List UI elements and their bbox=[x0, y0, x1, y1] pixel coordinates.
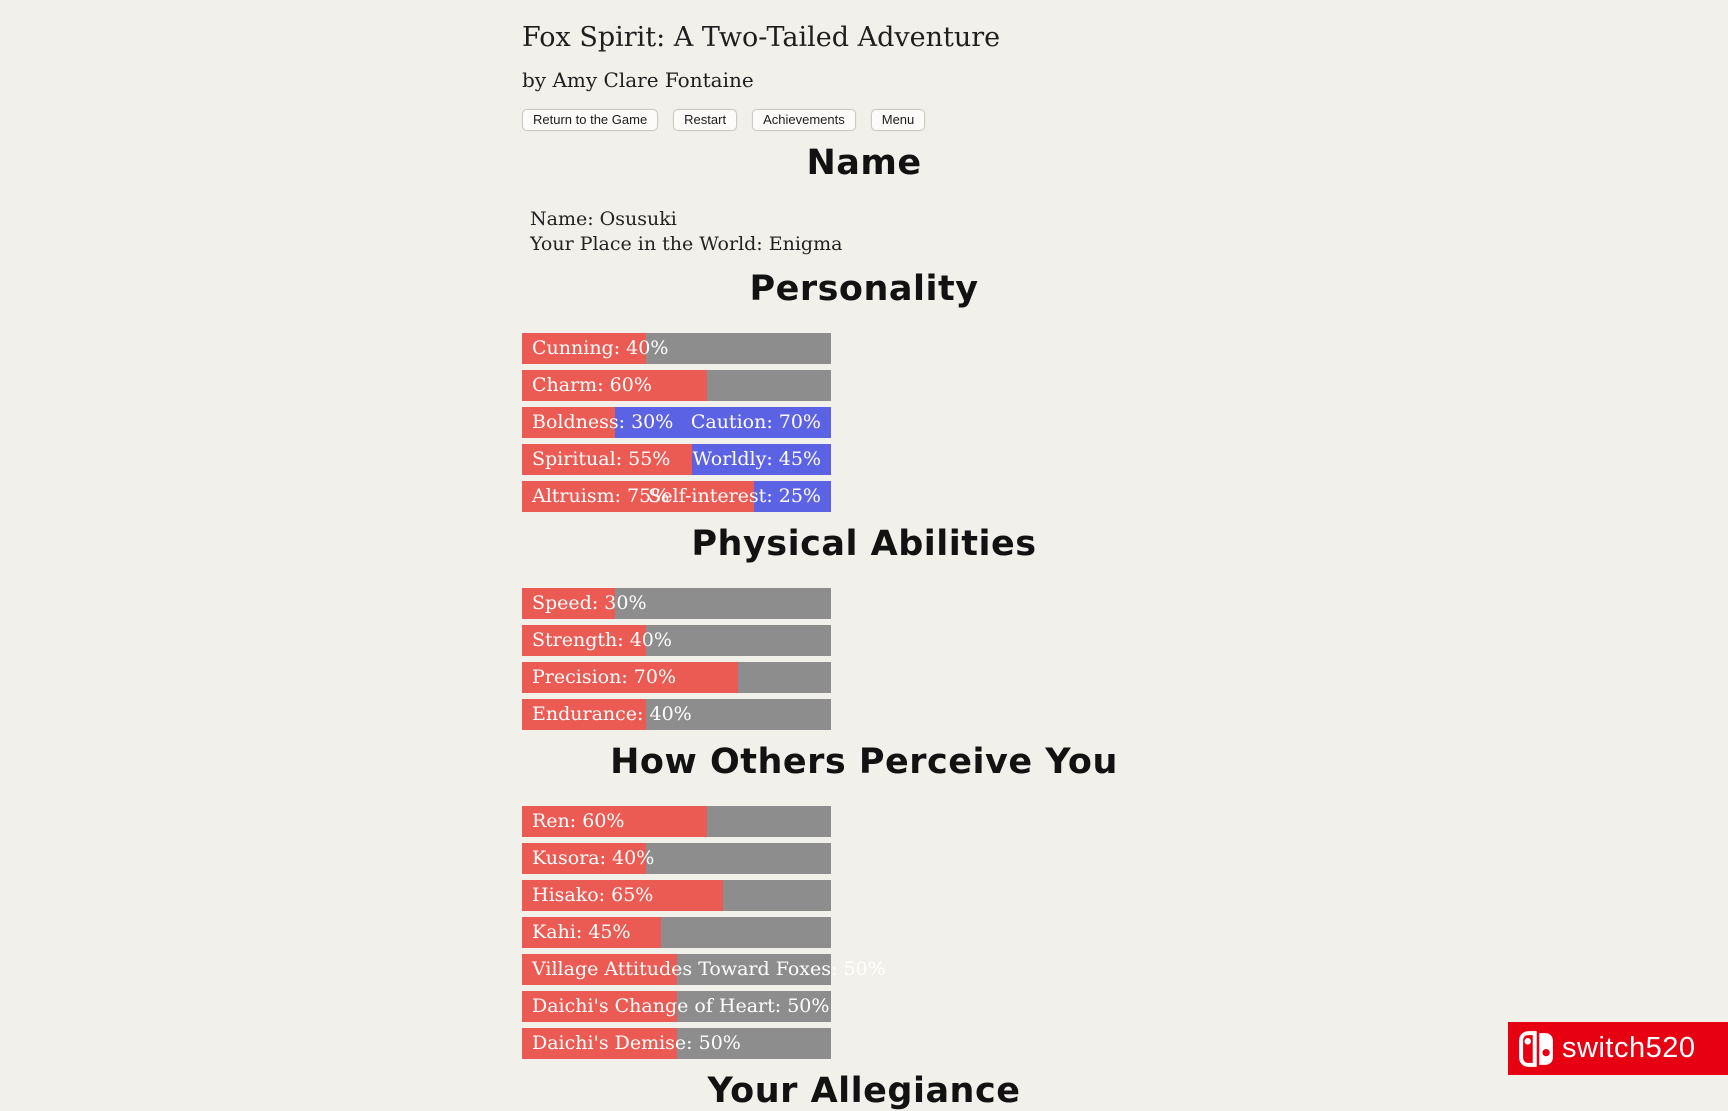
stat-bar-daichis-demise: Daichi's Demise: 50% bbox=[522, 1028, 831, 1059]
stat-bar-hisako: Hisako: 65% bbox=[522, 880, 831, 911]
bar-group-personality: Cunning: 40% Charm: 60% Boldness: 30% Cauti… bbox=[522, 333, 1206, 512]
section-heading-name: Name bbox=[806, 143, 922, 183]
stat-bar-spiritual-worldly: Spiritual: 55% Worldly: 45% bbox=[522, 444, 831, 475]
switch520-watermark: switch520 bbox=[1508, 1022, 1728, 1075]
return-to-the-game-button[interactable]: Return to the Game bbox=[522, 109, 659, 131]
watermark-text: switch520 bbox=[1562, 1032, 1696, 1064]
stat-bar-label: Altruism: 75% bbox=[532, 485, 670, 507]
stat-bar-altruism-self-interest: Altruism: 75% Self-interest: 25% bbox=[522, 481, 831, 512]
stat-bar-fill bbox=[522, 625, 646, 656]
stat-bar-fill bbox=[522, 333, 646, 364]
character-info: Name: Osusuki Your Place in the World: En… bbox=[530, 207, 1206, 257]
stat-bar-label: Strength: 40% bbox=[532, 629, 672, 651]
stat-bar-label: Precision: 70% bbox=[532, 666, 677, 688]
game-title: Fox Spirit: A Two-Tailed Adventure bbox=[522, 22, 1001, 53]
stat-bar-endurance: Endurance: 40% bbox=[522, 699, 831, 730]
stat-bar-fill bbox=[522, 917, 662, 948]
stats-content-column: Fox Spirit: A Two-Tailed Adventure by Am… bbox=[522, 0, 1206, 1111]
bar-group-physical-abilities: Speed: 30% Strength: 40% Precision: 70% End… bbox=[522, 588, 1206, 730]
stat-bar-boldness-caution: Boldness: 30% Caution: 70% bbox=[522, 407, 831, 438]
stat-bar-cunning: Cunning: 40% bbox=[522, 333, 831, 364]
section-heading-your-allegiance: Your Allegiance bbox=[707, 1071, 1021, 1111]
stat-bar-charm: Charm: 60% bbox=[522, 370, 831, 401]
stat-bar-fill bbox=[522, 991, 677, 1022]
section-heading-physical-abilities: Physical Abilities bbox=[691, 524, 1037, 564]
stat-bar-opposed-label: Self-interest: 25% bbox=[648, 485, 821, 507]
stat-bar-label: Ren: 60% bbox=[532, 810, 625, 832]
stat-bar-fill bbox=[522, 588, 615, 619]
section-heading-how-others-perceive-you: How Others Perceive You bbox=[610, 742, 1118, 782]
stat-bar-label: Village Attitudes Toward Foxes: 50% bbox=[532, 958, 886, 980]
stat-bar-label: Hisako: 65% bbox=[532, 884, 654, 906]
stat-bar-label: Speed: 30% bbox=[532, 592, 647, 614]
game-author: by Amy Clare Fontaine bbox=[522, 68, 754, 92]
stat-bar-label: Boldness: 30% bbox=[532, 411, 674, 433]
stat-bar-fill bbox=[522, 370, 708, 401]
stat-bar-fill bbox=[522, 407, 615, 438]
stat-bar-label: Cunning: 40% bbox=[532, 337, 669, 359]
toolbar: Return to the Game Restart Achievements Men… bbox=[522, 109, 1206, 131]
stat-bar-fill bbox=[522, 954, 677, 985]
stat-bar-strength: Strength: 40% bbox=[522, 625, 831, 656]
stat-bar-label: Daichi's Change of Heart: 50% bbox=[532, 995, 830, 1017]
stat-bar-label: Endurance: 40% bbox=[532, 703, 692, 725]
restart-button[interactable]: Restart bbox=[673, 109, 738, 131]
menu-button[interactable]: Menu bbox=[870, 109, 926, 131]
stat-bar-fill bbox=[522, 880, 723, 911]
stat-bar-fill bbox=[522, 444, 692, 475]
section-heading-personality: Personality bbox=[749, 269, 979, 309]
stat-bar-precision: Precision: 70% bbox=[522, 662, 831, 693]
stat-bar-label: Kusora: 40% bbox=[532, 847, 655, 869]
stat-line: Name: Osusuki bbox=[530, 208, 677, 230]
stat-bar-speed: Speed: 30% bbox=[522, 588, 831, 619]
achievements-button[interactable]: Achievements bbox=[752, 109, 856, 131]
stat-bar-label: Kahi: 45% bbox=[532, 921, 631, 943]
stat-bar-label: Daichi's Demise: 50% bbox=[532, 1032, 741, 1054]
nintendo-switch-icon bbox=[1519, 1030, 1553, 1067]
stat-bar-label: Charm: 60% bbox=[532, 374, 652, 396]
stat-bar-kahi: Kahi: 45% bbox=[522, 917, 831, 948]
stat-bar-fill bbox=[522, 699, 646, 730]
stats-sections: Name Name: Osusuki Your Place in the World… bbox=[522, 143, 1206, 1111]
stat-bar-daichis-change-of-heart: Daichi's Change of Heart: 50% bbox=[522, 991, 831, 1022]
stat-bar-fill bbox=[522, 1028, 677, 1059]
stat-line: Your Place in the World: Enigma bbox=[530, 233, 843, 255]
stat-bar-label: Spiritual: 55% bbox=[532, 448, 671, 470]
stat-bar-fill bbox=[522, 481, 754, 512]
stats-page: { "page": { "title": "Fox Spirit: A Two-… bbox=[522, 22, 1728, 1111]
stat-bar-ren: Ren: 60% bbox=[522, 806, 831, 837]
stat-bar-fill bbox=[522, 806, 708, 837]
stat-bar-kusora: Kusora: 40% bbox=[522, 843, 831, 874]
stat-bar-fill bbox=[522, 843, 646, 874]
stat-bar-opposed-label: Caution: 70% bbox=[690, 411, 821, 433]
stat-bar-village-attitudes-toward-foxes: Village Attitudes Toward Foxes: 50% bbox=[522, 954, 886, 985]
stat-bar-opposed-label: Worldly: 45% bbox=[692, 448, 821, 470]
bar-group-how-others-perceive-you: Ren: 60% Kusora: 40% Hisako: 65% Kahi: 45% V… bbox=[522, 806, 1206, 1059]
stat-bar-fill bbox=[522, 662, 739, 693]
